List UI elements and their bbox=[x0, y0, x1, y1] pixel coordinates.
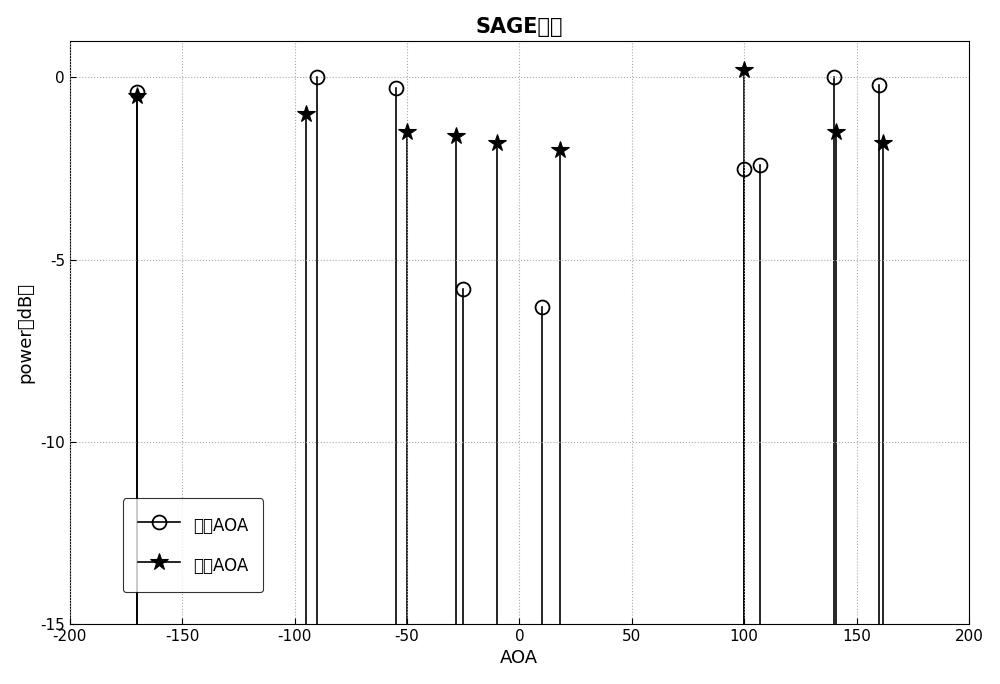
X-axis label: AOA: AOA bbox=[500, 649, 538, 668]
Y-axis label: power（dB）: power（dB） bbox=[17, 282, 35, 383]
Legend: 实际AOA, 估计AOA: 实际AOA, 估计AOA bbox=[123, 499, 263, 592]
Title: SAGE算法: SAGE算法 bbox=[476, 16, 563, 37]
